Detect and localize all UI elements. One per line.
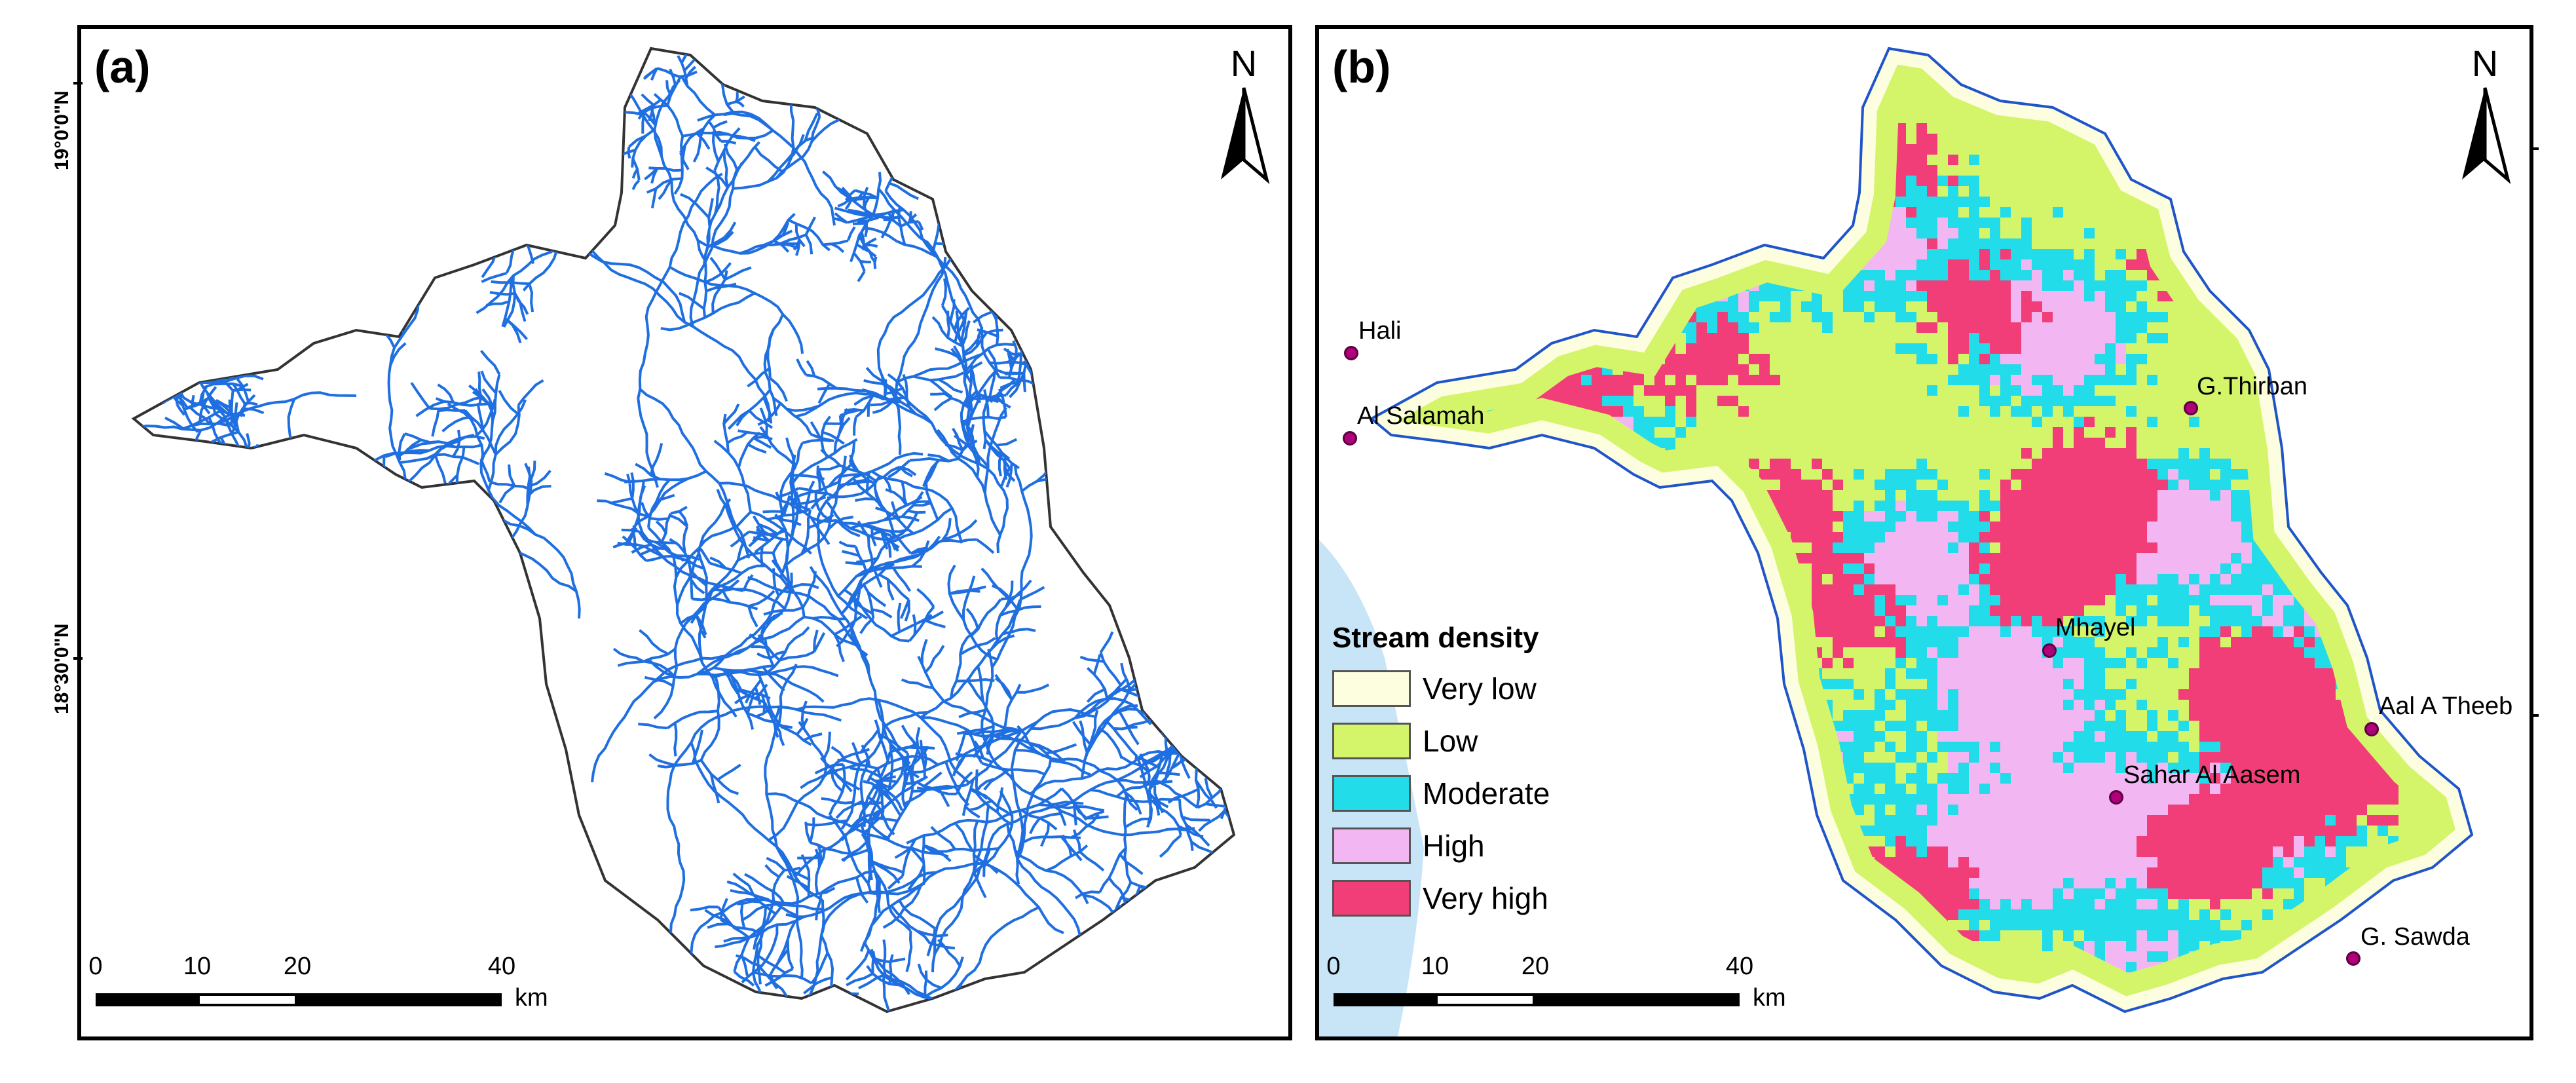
legend-swatch-low — [1332, 723, 1411, 759]
scale-segment — [96, 993, 197, 1006]
scale-tick: 20 — [1521, 953, 1550, 980]
latitude-tick — [2529, 714, 2539, 717]
legend-item: Low — [1332, 715, 1633, 767]
legend-swatch-high — [1332, 827, 1411, 864]
scale-segment — [1435, 993, 1535, 1006]
north-arrow-icon — [1221, 87, 1270, 185]
latitude-tick — [73, 657, 83, 660]
legend-label: Moderate — [1423, 776, 1550, 810]
place-label-sahar-al-aasem: Sahar Al Aasem — [2123, 761, 2301, 789]
latitude-label: 19°0'0"N — [51, 90, 73, 170]
place-marker — [2184, 401, 2198, 415]
latitude-label: 18°30'0"N — [51, 623, 73, 714]
panel-a-label: (a) — [94, 41, 151, 92]
legend-item: High — [1332, 820, 1633, 872]
place-marker — [2364, 722, 2379, 736]
north-arrow: N — [1208, 43, 1280, 193]
latitude-tick — [73, 82, 83, 85]
place-marker — [1343, 431, 1357, 446]
north-letter: N — [1230, 43, 1258, 84]
legend-item: Very high — [1332, 872, 1633, 924]
scale-tick: 10 — [183, 953, 212, 980]
stream-density-map — [1319, 47, 2474, 1036]
legend-label: Very low — [1423, 672, 1537, 706]
north-letter: N — [2471, 43, 2499, 84]
legend-swatch-very-low — [1332, 670, 1411, 707]
scale-unit: km — [1753, 984, 1786, 1012]
legend-swatch-moderate — [1332, 775, 1411, 812]
legend-item: Very low — [1332, 662, 1633, 715]
scale-tick: 40 — [1725, 953, 1754, 980]
north-arrow-icon — [2462, 87, 2511, 185]
watershed-boundary — [1369, 47, 2474, 1014]
panel-a-stream-network-map: (a) N 0 10 20 40 km — [77, 25, 1292, 1040]
legend-label: Very high — [1423, 881, 1548, 915]
scale-tick: 0 — [88, 953, 103, 980]
scale-tick: 40 — [487, 953, 516, 980]
panel-b-stream-density-map: (b) Hali Al Salamah G.Thirban Mhayel Aal… — [1315, 25, 2533, 1040]
place-label-g-sawda: G. Sawda — [2361, 923, 2470, 951]
place-label-g-thirban: G.Thirban — [2197, 373, 2307, 400]
map-legend: Stream density Very low Low Moderate Hig… — [1332, 622, 1633, 924]
scale-segment — [1535, 993, 1740, 1006]
scale-segment — [1334, 993, 1435, 1006]
density-class-4 — [1497, 123, 2419, 962]
legend-label: High — [1423, 829, 1485, 863]
watershed-boundary — [131, 47, 1236, 1014]
scale-bar: 0 10 20 40 km — [88, 953, 548, 1018]
density-class-2 — [1413, 134, 2409, 1012]
panel-b-label: (b) — [1332, 41, 1391, 92]
scale-bar: 0 10 20 40 km — [1326, 953, 1786, 1018]
scale-unit: km — [515, 984, 548, 1012]
place-marker — [2042, 643, 2057, 658]
place-marker — [2109, 790, 2123, 805]
watershed-stream-map — [131, 47, 1236, 1014]
scale-tick: 0 — [1326, 953, 1341, 980]
density-class-3 — [1476, 186, 2346, 1012]
place-label-hali: Hali — [1358, 317, 1402, 345]
scale-segment — [297, 993, 502, 1006]
legend-item: Moderate — [1332, 767, 1633, 820]
legend-swatch-very-high — [1332, 880, 1411, 917]
place-label-al-salamah: Al Salamah — [1357, 402, 1485, 430]
scale-tick: 10 — [1421, 953, 1449, 980]
legend-title: Stream density — [1332, 622, 1539, 654]
place-marker — [1344, 346, 1358, 360]
north-arrow: N — [2449, 43, 2521, 193]
place-label-mhayel: Mhayel — [2055, 614, 2136, 641]
latitude-tick — [2529, 147, 2539, 150]
place-label-aal-a-theeb: Aal A Theeb — [2379, 693, 2513, 720]
scale-segment — [197, 993, 297, 1006]
scale-tick: 20 — [283, 953, 312, 980]
legend-label: Low — [1423, 724, 1478, 758]
place-marker — [2346, 951, 2361, 966]
